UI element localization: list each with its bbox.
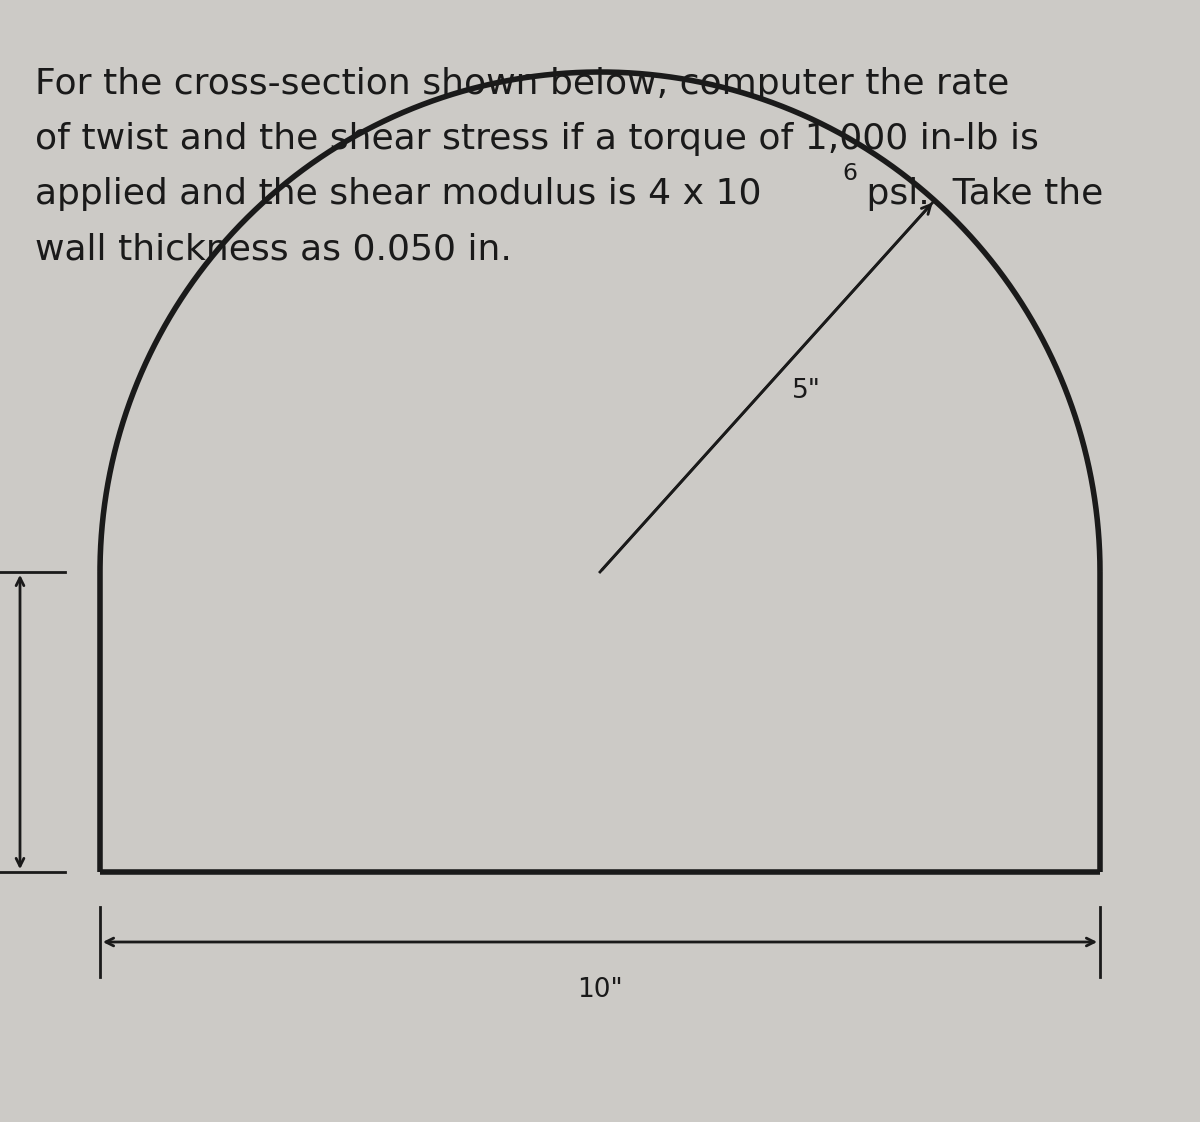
Text: wall thickness as 0.050 in.: wall thickness as 0.050 in. [35, 232, 512, 266]
Text: For the cross-section shown below, computer the rate: For the cross-section shown below, compu… [35, 67, 1009, 101]
Text: 10": 10" [577, 977, 623, 1003]
Text: 5": 5" [792, 378, 821, 404]
Text: applied and the shear modulus is 4 x 10: applied and the shear modulus is 4 x 10 [35, 177, 762, 211]
Text: psi.  Take the: psi. Take the [856, 177, 1103, 211]
Text: 6: 6 [842, 162, 857, 185]
Text: of twist and the shear stress if a torque of 1,000 in-lb is: of twist and the shear stress if a torqu… [35, 122, 1039, 156]
